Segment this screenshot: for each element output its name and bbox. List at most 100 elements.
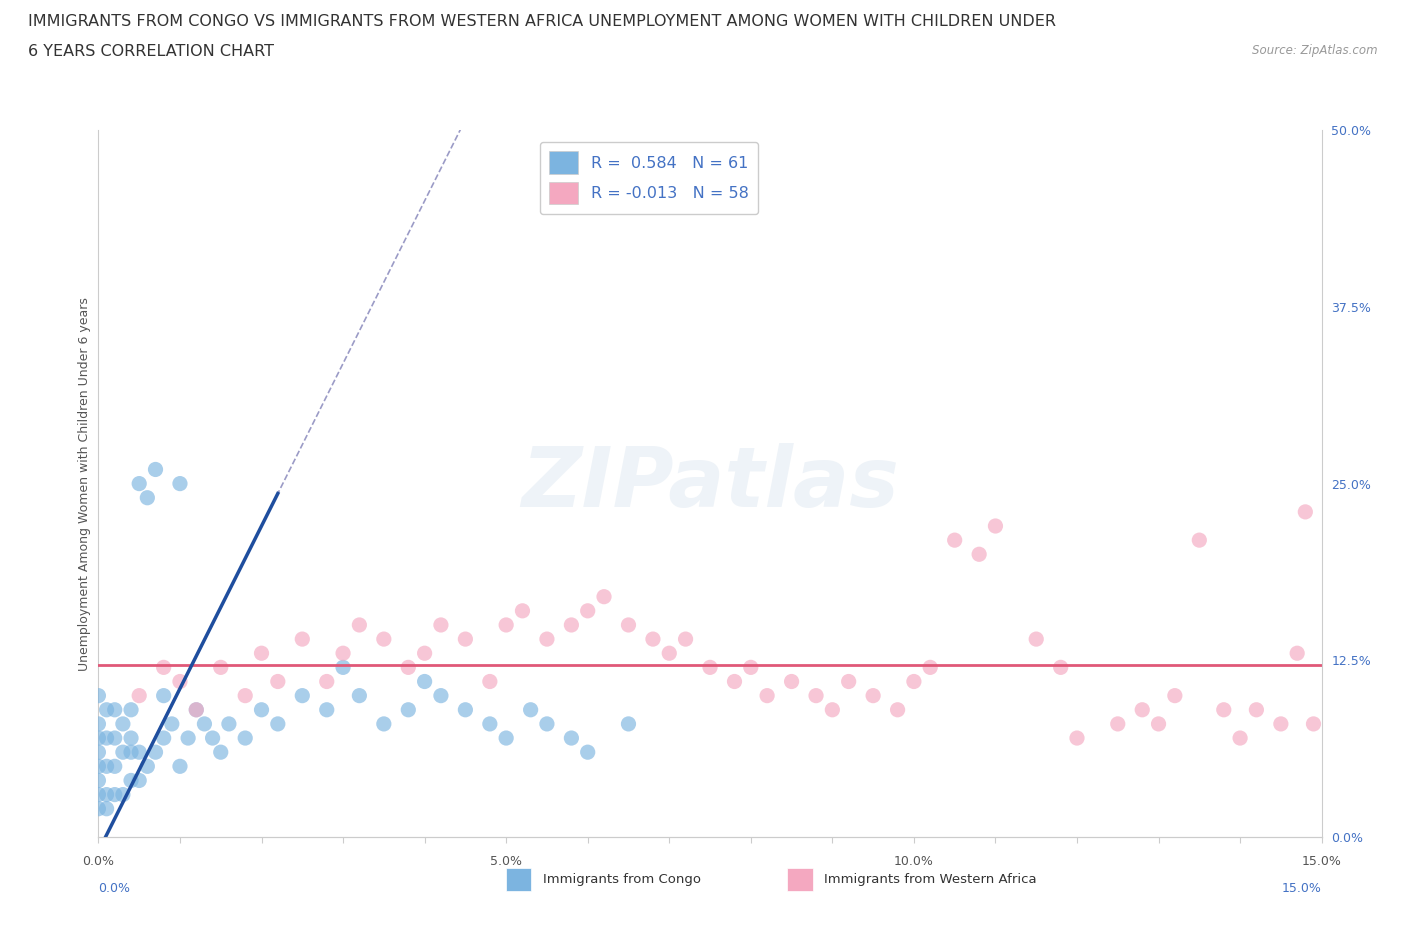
Point <box>617 618 640 632</box>
Point <box>821 702 844 717</box>
Point <box>332 660 354 675</box>
Point <box>593 590 616 604</box>
Point <box>536 716 558 731</box>
Point <box>87 745 110 760</box>
Point <box>120 702 142 717</box>
Point <box>396 660 419 675</box>
Point <box>111 716 134 731</box>
Text: IMMIGRANTS FROM CONGO VS IMMIGRANTS FROM WESTERN AFRICA UNEMPLOYMENT AMONG WOMEN: IMMIGRANTS FROM CONGO VS IMMIGRANTS FROM… <box>28 14 1056 29</box>
Point <box>576 745 599 760</box>
Point <box>152 688 174 703</box>
Point <box>96 702 118 717</box>
Point <box>495 731 517 746</box>
Point <box>120 731 142 746</box>
Point <box>186 702 208 717</box>
Point <box>87 688 110 703</box>
Point <box>136 759 159 774</box>
Point <box>512 604 534 618</box>
Text: 6 YEARS CORRELATION CHART: 6 YEARS CORRELATION CHART <box>28 44 274 59</box>
Point <box>267 716 290 731</box>
Point <box>128 773 150 788</box>
Point <box>1270 716 1292 731</box>
Point <box>120 773 142 788</box>
Point <box>1302 716 1324 731</box>
Point <box>454 702 477 717</box>
Point <box>430 618 453 632</box>
Point <box>1147 716 1170 731</box>
FancyBboxPatch shape <box>506 868 531 891</box>
Point <box>201 731 224 746</box>
Point <box>1049 660 1071 675</box>
Point <box>169 674 191 689</box>
Point <box>576 604 599 618</box>
Point <box>920 660 942 675</box>
Point <box>160 716 183 731</box>
Point <box>984 519 1007 534</box>
Point <box>1229 731 1251 746</box>
Point <box>699 660 721 675</box>
Point <box>177 731 200 746</box>
Point <box>349 618 371 632</box>
Point <box>454 631 477 646</box>
Point <box>193 716 215 731</box>
Point <box>1188 533 1211 548</box>
Point <box>943 533 966 548</box>
FancyBboxPatch shape <box>787 868 813 891</box>
Point <box>96 759 118 774</box>
Point <box>495 618 517 632</box>
Point <box>87 731 110 746</box>
Point <box>315 702 337 717</box>
Point <box>804 688 827 703</box>
Point <box>87 787 110 802</box>
Point <box>291 688 314 703</box>
Point <box>349 688 371 703</box>
Legend: R =  0.584   N = 61, R = -0.013   N = 58: R = 0.584 N = 61, R = -0.013 N = 58 <box>540 141 758 214</box>
Point <box>96 787 118 802</box>
Point <box>1025 631 1047 646</box>
Point <box>267 674 290 689</box>
Point <box>396 702 419 717</box>
Text: 15.0%: 15.0% <box>1302 855 1341 868</box>
Text: Immigrants from Congo: Immigrants from Congo <box>543 873 700 885</box>
Point <box>967 547 990 562</box>
Point <box>560 618 582 632</box>
Point <box>111 745 134 760</box>
Point <box>332 645 354 660</box>
Point <box>152 660 174 675</box>
Point <box>478 674 501 689</box>
Point <box>413 645 436 660</box>
Point <box>104 702 127 717</box>
Point <box>862 688 884 703</box>
Text: ZIPatlas: ZIPatlas <box>522 443 898 525</box>
Point <box>250 702 273 717</box>
Point <box>373 716 395 731</box>
Point <box>1286 645 1309 660</box>
Point <box>756 688 779 703</box>
Point <box>169 759 191 774</box>
Point <box>1107 716 1129 731</box>
Point <box>641 631 664 646</box>
Point <box>519 702 541 717</box>
Point <box>87 716 110 731</box>
Point <box>1212 702 1234 717</box>
Point <box>1294 504 1316 519</box>
Point <box>218 716 240 731</box>
Point <box>560 731 582 746</box>
Point <box>315 674 337 689</box>
Text: 10.0%: 10.0% <box>894 855 934 868</box>
Text: 0.0%: 0.0% <box>98 882 131 895</box>
Point <box>1246 702 1268 717</box>
Text: Immigrants from Western Africa: Immigrants from Western Africa <box>824 873 1036 885</box>
Point <box>250 645 273 660</box>
Text: 0.0%: 0.0% <box>83 855 114 868</box>
Point <box>128 476 150 491</box>
Point <box>96 802 118 817</box>
Point <box>1130 702 1153 717</box>
Point <box>430 688 453 703</box>
Point <box>128 688 150 703</box>
Point <box>145 745 167 760</box>
Point <box>169 476 191 491</box>
Point <box>1164 688 1187 703</box>
Point <box>373 631 395 646</box>
Point <box>886 702 908 717</box>
